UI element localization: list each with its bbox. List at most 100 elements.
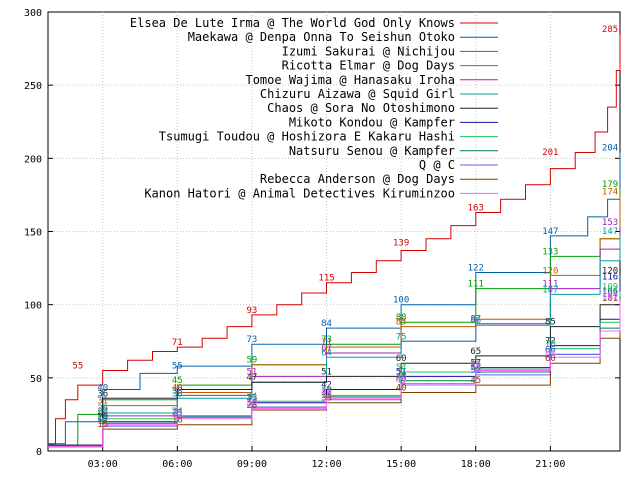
data-label: 111 xyxy=(468,280,484,290)
data-label: 55 xyxy=(172,362,183,372)
data-label: 204 xyxy=(602,143,618,153)
series-line xyxy=(48,303,621,448)
data-label: 38 xyxy=(172,386,183,396)
data-label: 163 xyxy=(468,203,484,213)
data-label: 56 xyxy=(470,360,481,370)
data-label: 31 xyxy=(97,397,108,407)
data-label: 102 xyxy=(602,293,618,303)
data-label: 51 xyxy=(396,367,407,377)
data-label: 285 xyxy=(602,25,618,35)
data-label: 26 xyxy=(97,404,108,414)
y-tick-label: 150 xyxy=(24,228,42,239)
data-label: 23 xyxy=(172,408,183,418)
legend: Elsea De Lute Irma @ The World God Only … xyxy=(130,16,498,200)
data-label: 37 xyxy=(321,388,332,398)
data-label: 174 xyxy=(602,187,618,197)
data-label: 18 xyxy=(172,416,183,426)
data-label: 22 xyxy=(97,410,108,420)
data-label: 29 xyxy=(247,400,258,410)
x-tick-label: 03:00 xyxy=(88,459,118,470)
data-label: 120 xyxy=(602,266,618,276)
data-label: 52 xyxy=(470,366,481,376)
data-label: 147 xyxy=(602,227,618,237)
data-label: 36 xyxy=(172,389,183,399)
series-line xyxy=(48,189,621,446)
data-label: 20 xyxy=(97,413,108,423)
x-tick-label: 21:00 xyxy=(535,459,565,470)
series-line xyxy=(48,281,621,448)
x-tick-label: 12:00 xyxy=(311,459,341,470)
data-label: 147 xyxy=(542,227,558,237)
data-label: 115 xyxy=(318,274,334,284)
data-label: 51 xyxy=(247,367,258,377)
data-label: 106 xyxy=(602,287,618,297)
legend-entry-label: Ricotta Elmar @ Dog Days xyxy=(282,59,455,73)
data-label: 111 xyxy=(542,280,558,290)
data-label: 57 xyxy=(470,359,481,369)
data-label: 64 xyxy=(321,348,332,358)
data-label: 40 xyxy=(396,383,407,393)
data-label: 109 xyxy=(602,282,618,292)
data-label: 17 xyxy=(97,417,108,427)
legend-entry-label: Elsea De Lute Irma @ The World God Only … xyxy=(130,16,455,30)
data-label: 28 xyxy=(247,401,258,411)
data-label: 60 xyxy=(396,354,407,364)
legend-entry-label: Q @ C xyxy=(419,158,455,172)
data-label: 36 xyxy=(321,389,332,399)
data-label: 19 xyxy=(97,414,108,424)
data-label: 84 xyxy=(321,319,332,329)
data-label: 33 xyxy=(247,394,258,404)
y-tick-label: 50 xyxy=(30,374,42,385)
data-label: 85 xyxy=(396,318,407,328)
data-label: 51 xyxy=(321,367,332,377)
series-line xyxy=(48,34,621,445)
data-label: 24 xyxy=(172,407,183,417)
series-lines xyxy=(48,34,621,448)
data-label: 59 xyxy=(247,356,258,366)
data-label: 66 xyxy=(545,345,556,355)
series-line xyxy=(48,196,621,446)
data-label: 45 xyxy=(470,376,481,386)
data-label: 55 xyxy=(72,362,83,372)
data-label: 47 xyxy=(247,373,258,383)
data-label: 64 xyxy=(545,348,556,358)
data-label: 40 xyxy=(172,383,183,393)
data-label: 35 xyxy=(321,391,332,401)
data-label: 75 xyxy=(396,332,407,342)
data-label: 86 xyxy=(470,316,481,326)
data-label: 42 xyxy=(321,381,332,391)
data-label: 104 xyxy=(602,290,618,300)
data-label: 40 xyxy=(97,383,108,393)
y-tick-label: 300 xyxy=(24,8,42,19)
series-line xyxy=(48,235,621,446)
data-label: 34 xyxy=(247,392,258,402)
data-label: 45 xyxy=(172,376,183,386)
data-label: 15 xyxy=(97,420,108,430)
data-label: 48 xyxy=(396,372,407,382)
legend-entry-label: Kanon Hatori @ Animal Detectives Kirumin… xyxy=(144,186,455,200)
data-label: 30 xyxy=(247,398,258,408)
legend-entry-label: Natsuru Senou @ Kampfer xyxy=(289,144,455,158)
data-label: 85 xyxy=(545,318,556,328)
data-label: 70 xyxy=(545,340,556,350)
series-line xyxy=(48,227,621,446)
data-label: 22 xyxy=(172,410,183,420)
legend-entry-label: Maekawa @ Denpa Onna To Seishun Otoko xyxy=(188,30,455,44)
data-label: 65 xyxy=(470,347,481,357)
data-label: 139 xyxy=(393,239,409,249)
legend-entry-label: Chizuru Aizawa @ Squid Girl xyxy=(260,87,455,101)
data-label: 36 xyxy=(97,389,108,399)
legend-entry-label: Mikoto Kondou @ Kampfer xyxy=(289,115,455,129)
x-axis-ticks: 03:00 06:00 09:00 12:00 15:00 18:00 21:00 xyxy=(88,446,565,470)
data-label: 179 xyxy=(602,180,618,190)
data-label: 101 xyxy=(602,294,618,304)
y-tick-label: 250 xyxy=(24,81,42,92)
data-label: 116 xyxy=(602,272,618,282)
y-tick-label: 100 xyxy=(24,301,42,312)
data-label: 71 xyxy=(321,338,332,348)
x-tick-label: 15:00 xyxy=(386,459,416,470)
data-label: 93 xyxy=(247,306,258,316)
data-label: 73 xyxy=(247,335,258,345)
y-tick-label: 0 xyxy=(36,447,42,458)
data-label: 46 xyxy=(396,375,407,385)
